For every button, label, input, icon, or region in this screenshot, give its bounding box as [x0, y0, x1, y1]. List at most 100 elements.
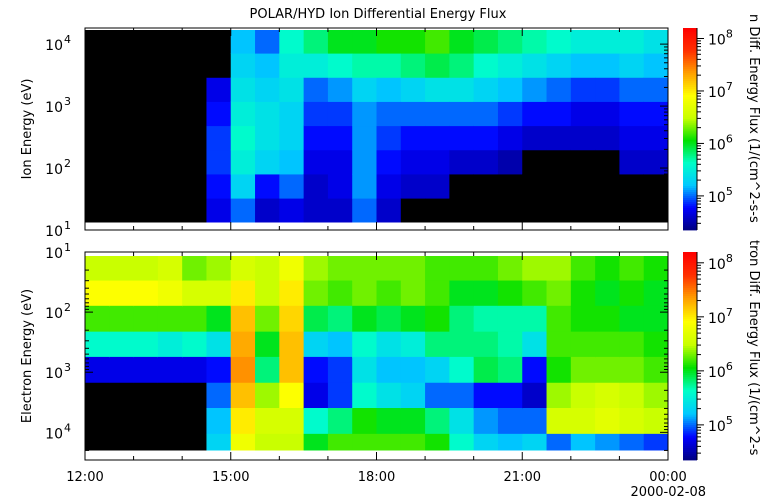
ion-spectrogram-cell [400, 77, 426, 102]
ion-colorbar-segment [683, 201, 697, 205]
ion-spectrogram-cell [230, 77, 256, 102]
electron-spectrogram-cell [279, 280, 305, 307]
x-tick-label: 15:00 [212, 470, 249, 485]
electron-colorbar-segment [683, 424, 697, 428]
electron-spectrogram-cell [400, 256, 426, 282]
electron-spectrogram-cell [327, 433, 353, 451]
ion-spectrogram-cell [279, 30, 305, 54]
electron-colorbar-segment [683, 393, 697, 396]
electron-colorbar-segment [683, 362, 697, 365]
chart-title: POLAR/HYD Ion Differential Energy Flux [250, 7, 507, 22]
ion-spectrogram-cell [279, 53, 305, 78]
ion-spectrogram-cell [425, 149, 450, 175]
electron-spectrogram-cell [376, 331, 402, 358]
electron-colorbar-segment [683, 387, 697, 390]
ion-spectrogram-cell [619, 101, 645, 127]
electron-spectrogram-cell [619, 256, 645, 282]
ion-spectrogram-cell [570, 77, 596, 102]
ion-spectrogram-cell [303, 173, 329, 199]
ion-spectrogram-cell [546, 149, 572, 175]
ion-spectrogram-cell [522, 149, 548, 175]
electron-colorbar-segment [683, 258, 697, 261]
electron-spectrogram-cell [327, 256, 353, 282]
ion-spectrogram-cell [376, 198, 402, 223]
ion-spectrogram-cell [255, 173, 280, 199]
ion-colorbar-segment [683, 219, 697, 223]
ion-colorbar-segment [683, 92, 697, 96]
ion-spectrogram-cell [473, 173, 499, 199]
electron-spectrogram-cell [255, 305, 280, 333]
electron-spectrogram-cell [400, 331, 426, 358]
electron-spectrogram-cell [182, 305, 207, 333]
ion-spectrogram-cell [595, 53, 620, 78]
ion-spectrogram-cell [109, 149, 135, 175]
electron-colorbar-segment [683, 353, 697, 357]
electron-colorbar-segment [683, 374, 697, 378]
electron-spectrogram-cell [400, 280, 426, 307]
electron-spectrogram-cell [473, 382, 499, 410]
electron-spectrogram-cell [109, 433, 135, 451]
electron-spectrogram-cell [400, 356, 426, 384]
ion-spectrogram-cell [133, 101, 159, 127]
ion-colorbar-segment [683, 145, 697, 148]
ion-colorbar-tick-label: 108 [708, 27, 733, 48]
ion-spectrogram-cell [497, 101, 523, 127]
electron-colorbar-segment [683, 252, 697, 255]
ion-colorbar-segment [683, 78, 697, 81]
electron-colorbar-segment [683, 395, 697, 398]
ion-spectrogram-cell [327, 101, 353, 127]
ion-colorbar-segment [683, 70, 697, 73]
electron-spectrogram-cell [473, 331, 499, 358]
ion-y-tick-label: 102 [45, 157, 71, 178]
electron-panel: 101 102 103 104 105 106 107 108 [45, 241, 733, 461]
electron-colorbar-segment [683, 304, 697, 307]
ion-colorbar-segment [683, 227, 697, 231]
ion-spectrogram-cell [133, 53, 159, 78]
electron-colorbar-segment [683, 295, 697, 299]
electron-spectrogram-cell [376, 433, 402, 451]
electron-colorbar-tick-label: 107 [708, 306, 733, 327]
electron-spectrogram-cell [546, 433, 572, 451]
ion-spectrogram-cell [619, 198, 645, 223]
electron-spectrogram-cell [182, 331, 207, 358]
electron-spectrogram-cell [570, 280, 596, 307]
electron-colorbar-segment [683, 281, 697, 284]
electron-colorbar-segment [683, 432, 697, 436]
electron-colorbar-segment [683, 268, 697, 272]
ion-spectrogram-cell [595, 173, 620, 199]
electron-spectrogram-cell [352, 408, 377, 435]
ion-spectrogram-cell [376, 77, 402, 102]
electron-spectrogram-cell [595, 356, 620, 384]
ion-colorbar-segment [683, 187, 697, 190]
ion-colorbar-segment [683, 116, 697, 120]
ion-colorbar-segment [683, 205, 697, 209]
ion-spectrogram-cell [449, 53, 475, 78]
electron-spectrogram-cell [182, 433, 207, 451]
electron-spectrogram-cell [522, 280, 548, 307]
ion-spectrogram-cell [303, 77, 329, 102]
ion-colorbar-segment [683, 157, 697, 160]
electron-spectrogram-cell [497, 331, 523, 358]
ion-spectrogram-cell [522, 77, 548, 102]
ion-spectrogram-cell [449, 125, 475, 151]
ion-spectrogram-cell [109, 173, 135, 199]
ion-colorbar-segment [683, 82, 697, 85]
electron-colorbar-segment [683, 335, 697, 338]
ion-spectrogram-cell [279, 101, 305, 127]
ion-colorbar-segment [683, 118, 697, 122]
ion-spectrogram-cell [595, 198, 620, 223]
electron-colorbar-segment [683, 457, 697, 461]
ion-colorbar-segment [683, 110, 697, 114]
electron-spectrogram-cell [449, 433, 475, 451]
electron-spectrogram-cell [109, 382, 135, 410]
electron-spectrogram-cell [497, 280, 523, 307]
ion-colorbar-segment [683, 223, 697, 227]
ion-colorbar-segment [683, 54, 697, 57]
electron-colorbar-segment [683, 287, 697, 290]
electron-spectrogram-cell [182, 408, 207, 435]
electron-spectrogram-cell [230, 305, 256, 333]
ion-colorbar-segment [683, 211, 697, 215]
ion-spectrogram-cell [497, 77, 523, 102]
electron-spectrogram-cell [85, 280, 110, 307]
electron-spectrogram-cell [206, 433, 232, 451]
